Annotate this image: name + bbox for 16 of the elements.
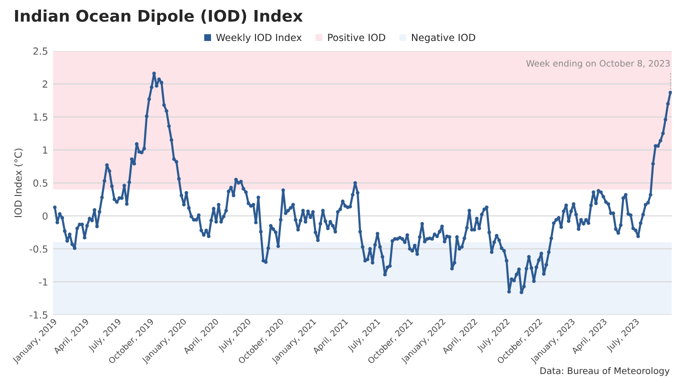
- y-tick-label: 0.5: [33, 179, 48, 187]
- legend-label: Negative IOD: [412, 34, 476, 44]
- annotation: Week ending on October 8, 2023: [526, 60, 670, 68]
- y-tick-label: -1.5: [30, 311, 48, 319]
- y-tick-label: -1: [38, 278, 48, 286]
- y-tick-label: 1: [43, 146, 48, 154]
- legend-label: Positive IOD: [328, 34, 386, 42]
- chart-title: Indian Ocean Dipole (IOD) Index: [15, 10, 303, 25]
- y-tick-label: 2: [42, 80, 48, 88]
- legend-label: Weekly IOD Index: [216, 34, 302, 44]
- y-tick-label: 2.5: [33, 47, 48, 55]
- y-tick-label: -0.5: [30, 245, 48, 253]
- y-axis-title: IOD Index (°C): [14, 148, 23, 218]
- text: Data: Bureau of Meteorology: [540, 367, 670, 376]
- y-tick-label: 1.5: [34, 114, 48, 121]
- y-tick-label: 0: [42, 212, 48, 220]
